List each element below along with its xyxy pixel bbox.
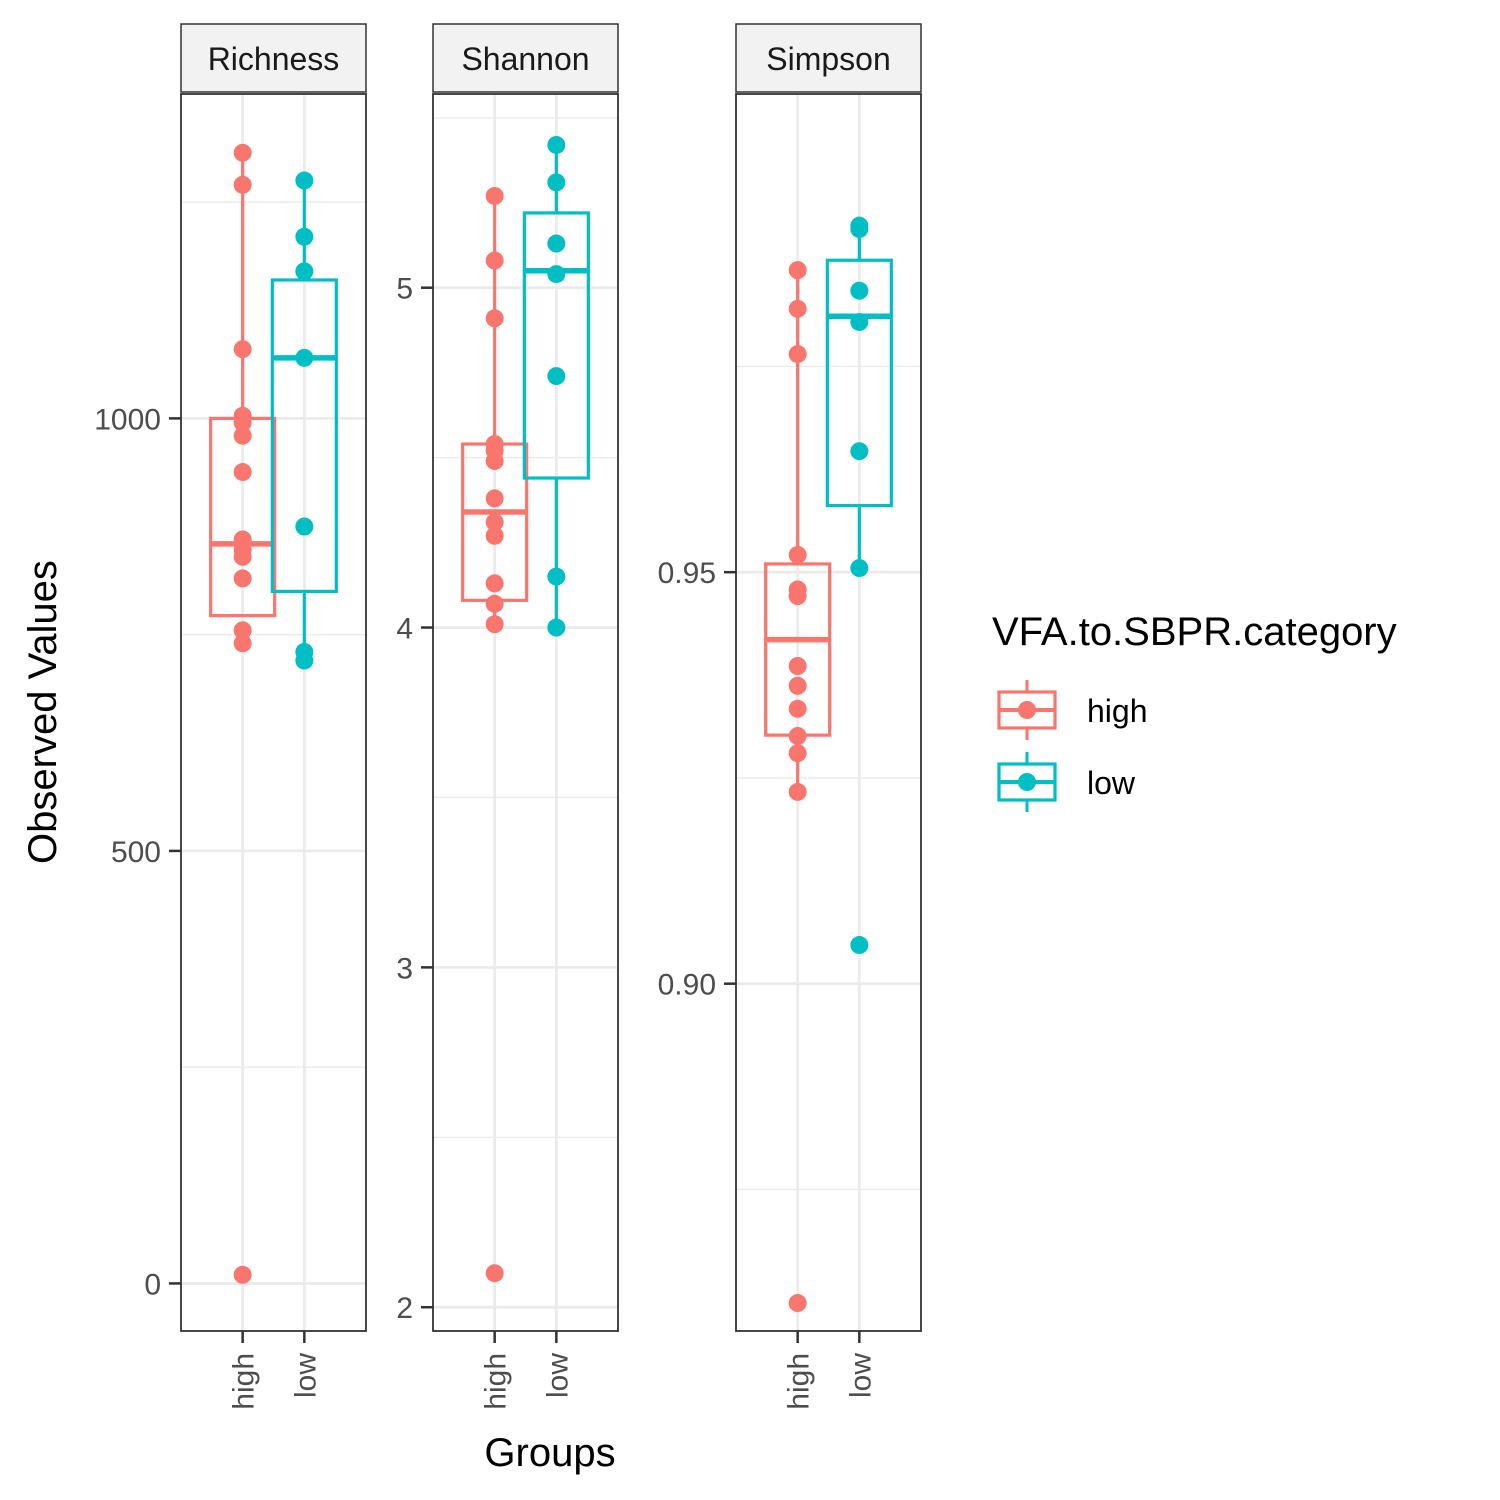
data-point-high [788, 345, 807, 364]
data-point-high [485, 615, 504, 634]
data-point-high [788, 1294, 807, 1313]
legend-point-high [1018, 701, 1036, 719]
panel-frame [180, 93, 367, 1332]
data-point-high [485, 309, 504, 328]
data-point-high [788, 299, 807, 318]
panel-simpson: Simpson 0.90 0.95 high low [658, 23, 922, 1410]
data-point-low [850, 312, 869, 331]
y-tick-label: 500 [111, 836, 161, 869]
data-point-high [233, 340, 252, 359]
data-point-low [295, 171, 314, 190]
x-tick-label-low: low [289, 1353, 322, 1398]
box-low [825, 258, 893, 508]
strip-label-simpson: Simpson [766, 41, 891, 77]
legend: VFA.to.SBPR.category high low [992, 610, 1397, 812]
strip-label-richness: Richness [208, 41, 340, 77]
y-tick-label: 3 [396, 952, 413, 985]
x-tick-label-high: high [480, 1353, 513, 1410]
data-point-low [850, 219, 869, 238]
data-point-low [547, 234, 566, 253]
data-point-low [295, 262, 314, 281]
legend-title: VFA.to.SBPR.category [992, 610, 1397, 654]
legend-point-low [1018, 773, 1036, 791]
data-point-high [485, 594, 504, 613]
data-point-high [788, 587, 807, 606]
x-axis-title: Groups [484, 1431, 615, 1475]
data-point-high [233, 547, 252, 566]
data-point-high [788, 744, 807, 763]
data-point-high [233, 413, 252, 432]
data-point-low [850, 442, 869, 461]
y-tick-label: 5 [396, 273, 413, 306]
data-point-high [485, 452, 504, 471]
panel-frame [735, 93, 922, 1332]
data-point-high [788, 782, 807, 801]
x-tick-label-low: low [844, 1353, 877, 1398]
strip-simpson [735, 23, 922, 93]
strip-shannon [432, 23, 619, 93]
strip-label-shannon: Shannon [461, 41, 589, 77]
data-point-high [788, 261, 807, 280]
data-point-high [788, 726, 807, 745]
x-tick-label-high: high [228, 1353, 261, 1410]
data-point-low [547, 567, 566, 586]
x-tick-label-high: high [783, 1353, 816, 1410]
x-tick-label-low: low [541, 1353, 574, 1398]
legend-entry-high: high [997, 680, 1148, 740]
data-point-high [485, 489, 504, 508]
data-point-low [547, 367, 566, 386]
data-point-low [547, 135, 566, 154]
y-tick-label: 2 [396, 1292, 413, 1325]
legend-label-high: high [1087, 693, 1148, 729]
data-point-low [850, 281, 869, 300]
data-point-low [850, 936, 869, 955]
y-tick-label: 0 [144, 1268, 161, 1301]
legend-label-low: low [1087, 765, 1136, 801]
data-point-high [788, 545, 807, 564]
data-point-high [233, 463, 252, 482]
box-low [522, 211, 590, 480]
data-point-high [233, 569, 252, 588]
data-point-high [485, 513, 504, 532]
data-point-high [233, 621, 252, 640]
panel-richness: Richness 0 500 1000 high low [94, 23, 367, 1410]
strip-richness [180, 23, 367, 93]
data-point-low [850, 559, 869, 578]
y-tick-label: 0.90 [658, 969, 716, 1002]
data-point-low [295, 651, 314, 670]
panel-shannon: Shannon 2 3 4 5 high low [396, 23, 619, 1410]
data-point-high [485, 526, 504, 545]
y-tick-label: 4 [396, 613, 413, 646]
data-point-high [485, 186, 504, 205]
data-point-high [788, 699, 807, 718]
data-point-low [547, 265, 566, 284]
legend-entry-low: low [997, 752, 1136, 812]
panel-frame [432, 93, 619, 1332]
y-tick-label: 1000 [94, 403, 161, 436]
data-point-low [295, 227, 314, 246]
data-point-high [485, 1264, 504, 1283]
data-point-high [233, 634, 252, 653]
data-point-high [233, 143, 252, 162]
data-point-high [485, 574, 504, 593]
data-point-high [788, 676, 807, 695]
data-point-low [295, 348, 314, 367]
y-axis-title: Observed Values [21, 560, 65, 864]
data-point-low [547, 173, 566, 192]
data-point-low [547, 618, 566, 637]
data-point-high [485, 251, 504, 270]
data-point-high [788, 656, 807, 675]
y-tick-label: 0.95 [658, 557, 716, 590]
data-point-high [233, 1265, 252, 1284]
data-point-low [295, 517, 314, 536]
data-point-high [233, 426, 252, 445]
data-point-high [233, 175, 252, 194]
